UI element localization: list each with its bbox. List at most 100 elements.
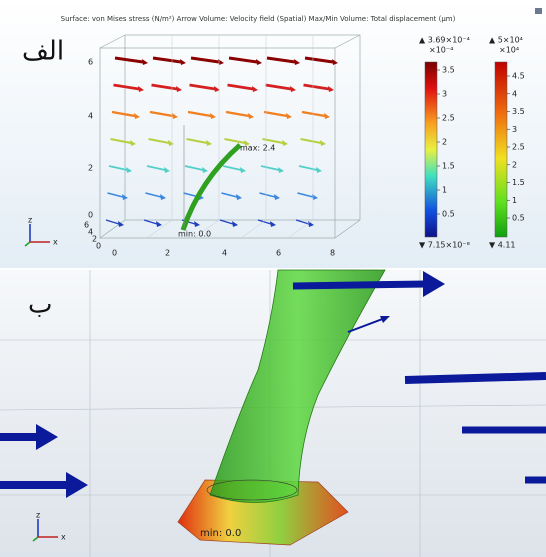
arrow-head bbox=[168, 140, 174, 146]
arrow-head bbox=[290, 86, 296, 92]
arrow bbox=[148, 137, 170, 145]
arrow bbox=[143, 219, 158, 225]
arrow bbox=[228, 56, 258, 64]
arrow-head bbox=[240, 167, 246, 173]
arrow bbox=[225, 110, 250, 118]
triads: z x z x bbox=[24, 216, 66, 542]
arrow bbox=[107, 192, 124, 198]
arrow-head bbox=[236, 194, 242, 200]
arrow bbox=[190, 56, 220, 64]
arrow-head bbox=[138, 86, 144, 92]
arrow-head bbox=[232, 221, 238, 227]
x-tick-label: 0 bbox=[112, 249, 117, 258]
arrow-head bbox=[294, 59, 300, 65]
arrow-head bbox=[320, 140, 326, 146]
z-tick-label: 2 bbox=[88, 164, 93, 173]
colorbar-tick-label: 4 bbox=[512, 89, 517, 98]
arrow-head bbox=[328, 86, 334, 92]
arrow bbox=[189, 83, 216, 91]
arrow bbox=[301, 110, 326, 118]
arrow bbox=[265, 83, 292, 91]
arrow bbox=[224, 137, 246, 145]
arrow bbox=[114, 56, 144, 64]
arrow-head bbox=[160, 194, 166, 200]
arrow bbox=[151, 83, 178, 91]
arrow bbox=[227, 83, 254, 91]
arrow-head bbox=[130, 140, 136, 146]
arrow bbox=[187, 110, 212, 118]
grid-line bbox=[240, 219, 267, 239]
triad-label: z bbox=[28, 216, 32, 225]
triad-label: z bbox=[36, 511, 40, 520]
arrow-head bbox=[274, 194, 280, 200]
x-tick-label: 4 bbox=[222, 249, 227, 258]
colorbar bbox=[494, 61, 508, 238]
arrow bbox=[259, 192, 276, 198]
axis-y bbox=[32, 536, 39, 542]
colorbar-tick-label: 0.5 bbox=[512, 214, 525, 223]
arrow-head bbox=[252, 86, 258, 92]
y-tick-label: 4 bbox=[88, 228, 93, 237]
colorbar-ticks: ▲ 3.69×10⁻⁴×10⁻⁴ ▼ 7.15×10⁻⁸ 3.5 3 2.5 2 1.5 1 0… bbox=[419, 36, 525, 250]
z-tick-label: 0 bbox=[88, 211, 93, 220]
arrow-head bbox=[380, 316, 390, 323]
arrow-head bbox=[156, 221, 162, 227]
colorbar-max: ▲ 5×10⁴ bbox=[489, 36, 523, 45]
arrow-head bbox=[332, 59, 338, 65]
z-tick-label: 6 bbox=[88, 58, 93, 67]
arrow-head bbox=[286, 113, 292, 119]
arrow-head bbox=[36, 424, 58, 450]
beam bbox=[180, 143, 242, 231]
arrow bbox=[149, 110, 174, 118]
colorbar-tick-label: 4.5 bbox=[512, 72, 525, 81]
min-label: min: 0.0 bbox=[200, 528, 241, 539]
edge bbox=[206, 479, 298, 501]
arrow-head bbox=[202, 167, 208, 173]
y-tick-label: 2 bbox=[92, 235, 97, 244]
arrow-head bbox=[214, 86, 220, 92]
arrow bbox=[298, 165, 318, 171]
arrow bbox=[111, 110, 136, 118]
panel-label: ب bbox=[28, 290, 52, 320]
colorbar-multiplier: ×10⁻⁴ bbox=[429, 46, 453, 55]
colorbar-tick-label: 2.5 bbox=[512, 143, 525, 152]
arrow-head bbox=[66, 472, 88, 498]
arrow bbox=[292, 280, 428, 290]
colorbar-tick-label: 1.5 bbox=[512, 178, 525, 187]
colorbar-multiplier: ×10⁴ bbox=[499, 46, 519, 55]
arrow-head bbox=[218, 59, 224, 65]
arrow bbox=[297, 192, 314, 198]
arrow-head bbox=[278, 167, 284, 173]
arrow bbox=[295, 219, 310, 225]
arrow-head bbox=[118, 221, 124, 227]
colorbar-tick-label: 1 bbox=[442, 186, 447, 195]
arrow bbox=[113, 83, 140, 91]
grid-line bbox=[193, 219, 220, 239]
arrow-head bbox=[270, 221, 276, 227]
min-label: min: 0.0 bbox=[178, 230, 211, 239]
axis-y bbox=[24, 241, 31, 247]
arrow bbox=[145, 192, 162, 198]
arrow bbox=[219, 219, 234, 225]
arrow-head bbox=[316, 167, 322, 173]
icon bbox=[535, 8, 542, 14]
arrow bbox=[263, 110, 288, 118]
grid-line bbox=[287, 219, 314, 239]
arrow bbox=[152, 56, 182, 64]
x-tick-label: 8 bbox=[330, 249, 335, 258]
x-tick-label: 6 bbox=[276, 249, 281, 258]
arrow bbox=[303, 83, 330, 91]
arrow-head bbox=[194, 221, 200, 227]
arrow bbox=[221, 192, 238, 198]
arrow-head bbox=[312, 194, 318, 200]
arrow bbox=[266, 56, 296, 64]
colorbar-tick-label: 3 bbox=[442, 90, 447, 99]
arrow bbox=[146, 165, 166, 171]
arrow bbox=[186, 137, 208, 145]
x-tick-label: 2 bbox=[165, 249, 170, 258]
arrow bbox=[347, 317, 386, 333]
arrow bbox=[404, 372, 546, 384]
caption: Surface: von Mises stress (N/m²) Arrow V… bbox=[61, 15, 456, 23]
arrow bbox=[108, 165, 128, 171]
